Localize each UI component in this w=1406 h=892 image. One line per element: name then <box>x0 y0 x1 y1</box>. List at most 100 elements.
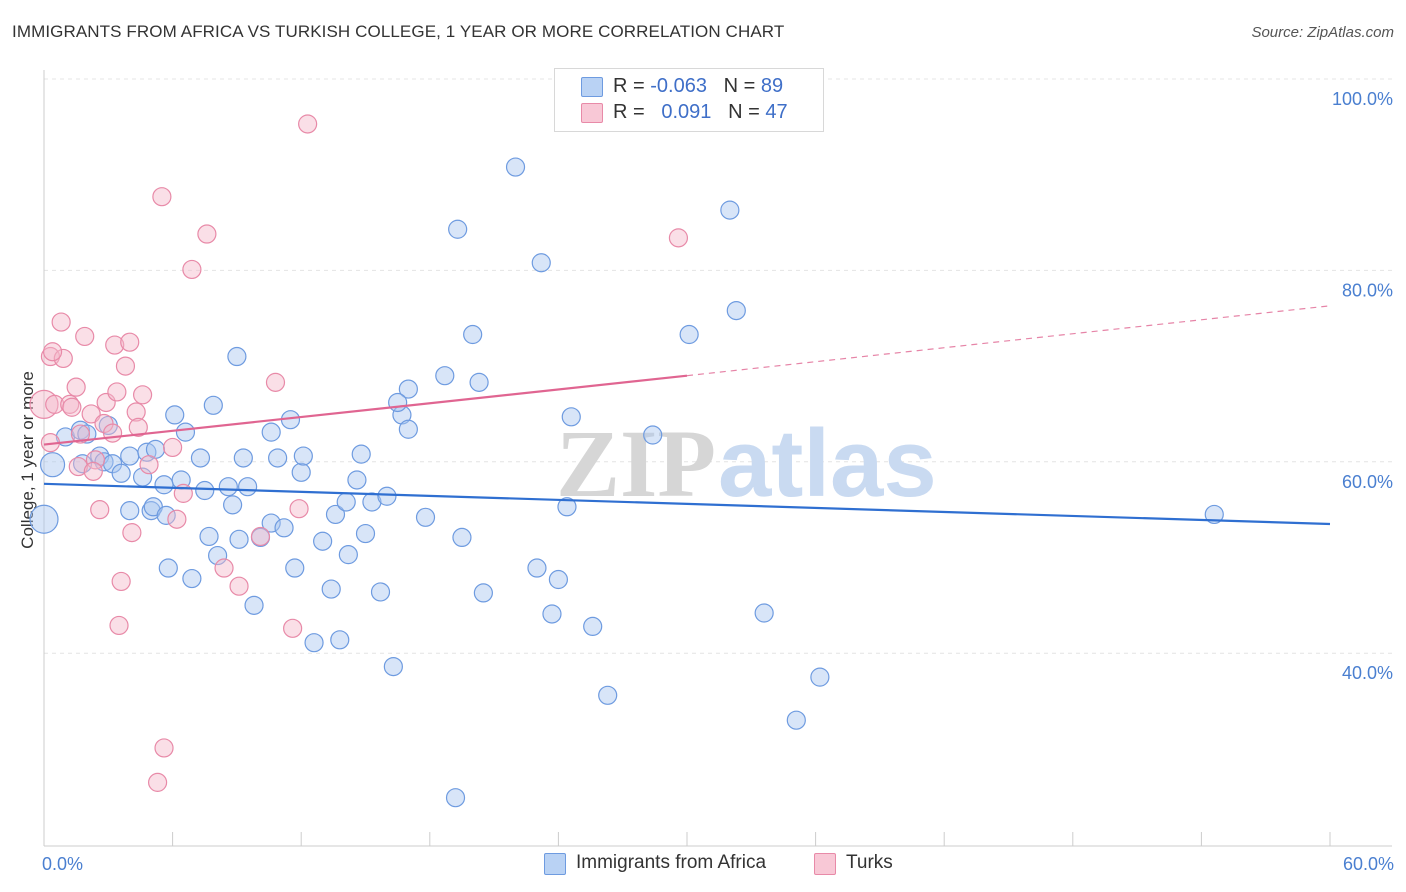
point-africa-25 <box>195 480 215 501</box>
point-africa-0 <box>29 504 59 534</box>
point-turks-6 <box>62 397 82 417</box>
point-turks-29 <box>163 437 183 458</box>
point-africa-65 <box>469 372 489 392</box>
point-africa-64 <box>463 324 483 345</box>
point-turks-46 <box>139 455 159 475</box>
point-turks-38 <box>283 618 303 638</box>
point-turks-17 <box>107 382 127 402</box>
point-turks-30 <box>167 509 187 529</box>
point-turks-9 <box>75 326 95 347</box>
y-tick-label-0: 100.0% <box>1332 89 1393 109</box>
point-africa-61 <box>435 366 455 386</box>
point-africa-30 <box>223 495 243 515</box>
point-africa-27 <box>203 395 223 415</box>
point-africa-1 <box>39 452 66 478</box>
point-africa-28 <box>208 545 228 566</box>
r-value-turks: 0.091 <box>661 101 712 123</box>
x-tick-label-1: 60.0% <box>1343 854 1394 874</box>
point-turks-5 <box>60 394 80 414</box>
watermark: ZIP atlas <box>556 410 937 517</box>
legend-label-africa: Immigrants from Africa <box>576 852 767 873</box>
point-turks-37 <box>265 372 286 392</box>
n-label: N = <box>728 101 766 123</box>
point-turks-32 <box>182 259 202 280</box>
point-africa-22 <box>175 422 196 442</box>
point-africa-19 <box>158 558 178 578</box>
point-africa-70 <box>542 604 562 624</box>
point-turks-39 <box>289 499 309 519</box>
point-turks-0 <box>29 389 59 419</box>
point-turks-33 <box>197 224 217 244</box>
watermark-atlas: atlas <box>718 410 937 517</box>
point-africa-18 <box>156 505 176 525</box>
point-africa-47 <box>330 630 350 650</box>
point-turks-42 <box>42 342 63 362</box>
point-turks-23 <box>126 402 146 422</box>
point-africa-51 <box>351 444 371 464</box>
point-africa-11 <box>120 446 140 466</box>
point-africa-75 <box>598 685 618 705</box>
point-africa-67 <box>505 157 526 177</box>
point-turks-41 <box>668 228 689 248</box>
point-africa-42 <box>293 446 313 466</box>
n-value-africa: 89 <box>760 75 784 97</box>
axes <box>43 70 1392 847</box>
point-africa-46 <box>325 504 346 525</box>
point-turks-12 <box>90 500 110 520</box>
point-africa-29 <box>218 477 238 497</box>
point-africa-17 <box>154 475 174 495</box>
point-africa-66 <box>473 583 493 603</box>
point-africa-56 <box>383 656 403 677</box>
legend-swatch-africa <box>544 853 566 875</box>
point-africa-24 <box>190 448 211 468</box>
r-label: R = <box>613 101 651 123</box>
point-turks-34 <box>214 558 234 578</box>
n-value-turks: 47 <box>765 101 788 123</box>
source-label: Source: ZipAtlas.com <box>1251 24 1394 41</box>
point-africa-32 <box>233 448 253 468</box>
point-africa-43 <box>304 633 324 653</box>
point-turks-26 <box>147 772 168 792</box>
point-africa-63 <box>452 527 472 548</box>
point-africa-23 <box>182 568 202 589</box>
legend-label-turks: Turks <box>846 852 893 873</box>
point-africa-54 <box>370 582 391 602</box>
point-africa-52 <box>355 523 376 544</box>
point-africa-59 <box>398 379 418 399</box>
point-africa-69 <box>531 253 551 273</box>
point-africa-73 <box>561 407 581 427</box>
tick-labels: 100.0% 80.0% 60.0% 40.0% 0.0% 60.0% <box>42 89 1394 874</box>
point-africa-74 <box>583 616 603 637</box>
trend-line-turks <box>43 374 688 446</box>
point-turks-27 <box>152 187 172 207</box>
point-turks-22 <box>122 523 142 543</box>
r-value-africa: -0.063 <box>650 75 707 97</box>
series-africa <box>29 157 1224 808</box>
point-africa-87 <box>227 346 247 367</box>
series-legend: Immigrants from Africa Turks <box>0 852 1406 878</box>
point-africa-55 <box>377 486 397 506</box>
point-africa-85 <box>388 392 408 413</box>
trend-lines <box>43 305 1331 526</box>
point-africa-33 <box>238 477 258 497</box>
point-africa-38 <box>274 518 294 538</box>
n-label: N = <box>723 75 761 97</box>
legend-swatch-turks <box>814 853 836 875</box>
point-africa-84 <box>1204 504 1224 525</box>
point-turks-25 <box>132 385 153 405</box>
data-points <box>29 114 1224 808</box>
y-tick-label-2: 60.0% <box>1342 472 1393 492</box>
point-africa-72 <box>557 497 577 517</box>
point-turks-28 <box>154 738 174 758</box>
point-africa-31 <box>229 529 249 549</box>
point-africa-58 <box>398 419 418 439</box>
point-turks-20 <box>115 356 136 376</box>
point-africa-36 <box>261 513 281 533</box>
legend-swatch-turks <box>581 103 603 123</box>
point-turks-3 <box>51 312 71 332</box>
point-africa-86 <box>261 422 281 442</box>
point-africa-20 <box>165 405 185 425</box>
point-africa-62 <box>448 219 468 239</box>
point-africa-40 <box>285 558 305 578</box>
point-africa-41 <box>291 462 311 482</box>
